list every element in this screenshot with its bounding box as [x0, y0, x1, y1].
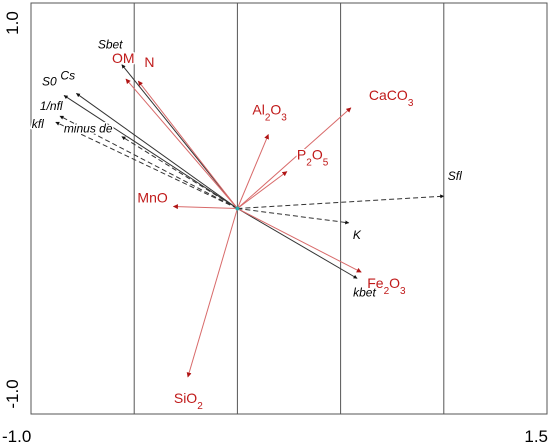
env-label-1-nfl: 1/nfl: [40, 99, 63, 113]
resp-vector-fe2o3: [237, 208, 362, 273]
env-label-sfl: Sfl: [448, 169, 462, 183]
env-label-kfl: kfl: [32, 117, 44, 131]
resp-vector-caco3: [237, 107, 352, 209]
resp-label-n: N: [144, 54, 154, 70]
env-vector-kfl: [55, 121, 238, 209]
resp-label-al2o3: Al2O3: [252, 102, 287, 124]
tick-labels: -1.0 1.5 1.0 -1.0: [2, 11, 548, 446]
y-tick-label-1-0: 1.0: [3, 11, 22, 35]
env-vector-cs: [76, 93, 238, 209]
env-label-sbet: Sbet: [98, 38, 123, 52]
env-vector-sfl: [237, 194, 445, 209]
env-vector-1-nfl: [59, 115, 238, 209]
env-label-kbet: kbet: [353, 285, 376, 299]
env-label-s0: S0: [42, 74, 57, 88]
resp-label-sio2: SiO2: [174, 390, 203, 412]
y-tick-label-1-0: -1.0: [3, 379, 22, 408]
resp-label-caco3: CaCO3: [369, 87, 414, 109]
resp-vector-sio2: [186, 208, 238, 378]
resp-vector-om: [125, 78, 238, 209]
vectors: [55, 64, 445, 378]
resp-vector-al2o3: [236, 134, 269, 209]
resp-label-mno: MnO: [137, 189, 167, 205]
resp-label-p2o5: P2O5: [297, 147, 329, 169]
origin-marker: [235, 206, 240, 211]
env-label-minus-de: minus de: [64, 122, 113, 136]
env-vector-k: [237, 208, 350, 225]
resp-label-om: OM: [112, 50, 135, 66]
env-label-cs: Cs: [60, 68, 75, 82]
x-tick-label-1-0: -1.0: [2, 427, 31, 446]
env-label-k: K: [353, 228, 362, 242]
x-tick-label-1-5: 1.5: [524, 427, 548, 446]
resp-vector-mno: [172, 204, 238, 210]
env-vector-minus-de: [121, 136, 238, 209]
env-vector-kbet: [237, 208, 358, 279]
plot-frame: [30, 2, 548, 415]
resp-label-fe2o3: Fe2O3: [367, 275, 406, 297]
env-vector-s0: [63, 95, 238, 209]
resp-vector-n: [137, 80, 238, 209]
resp-vector-p2o5: [237, 171, 288, 209]
gridlines: [133, 3, 445, 414]
